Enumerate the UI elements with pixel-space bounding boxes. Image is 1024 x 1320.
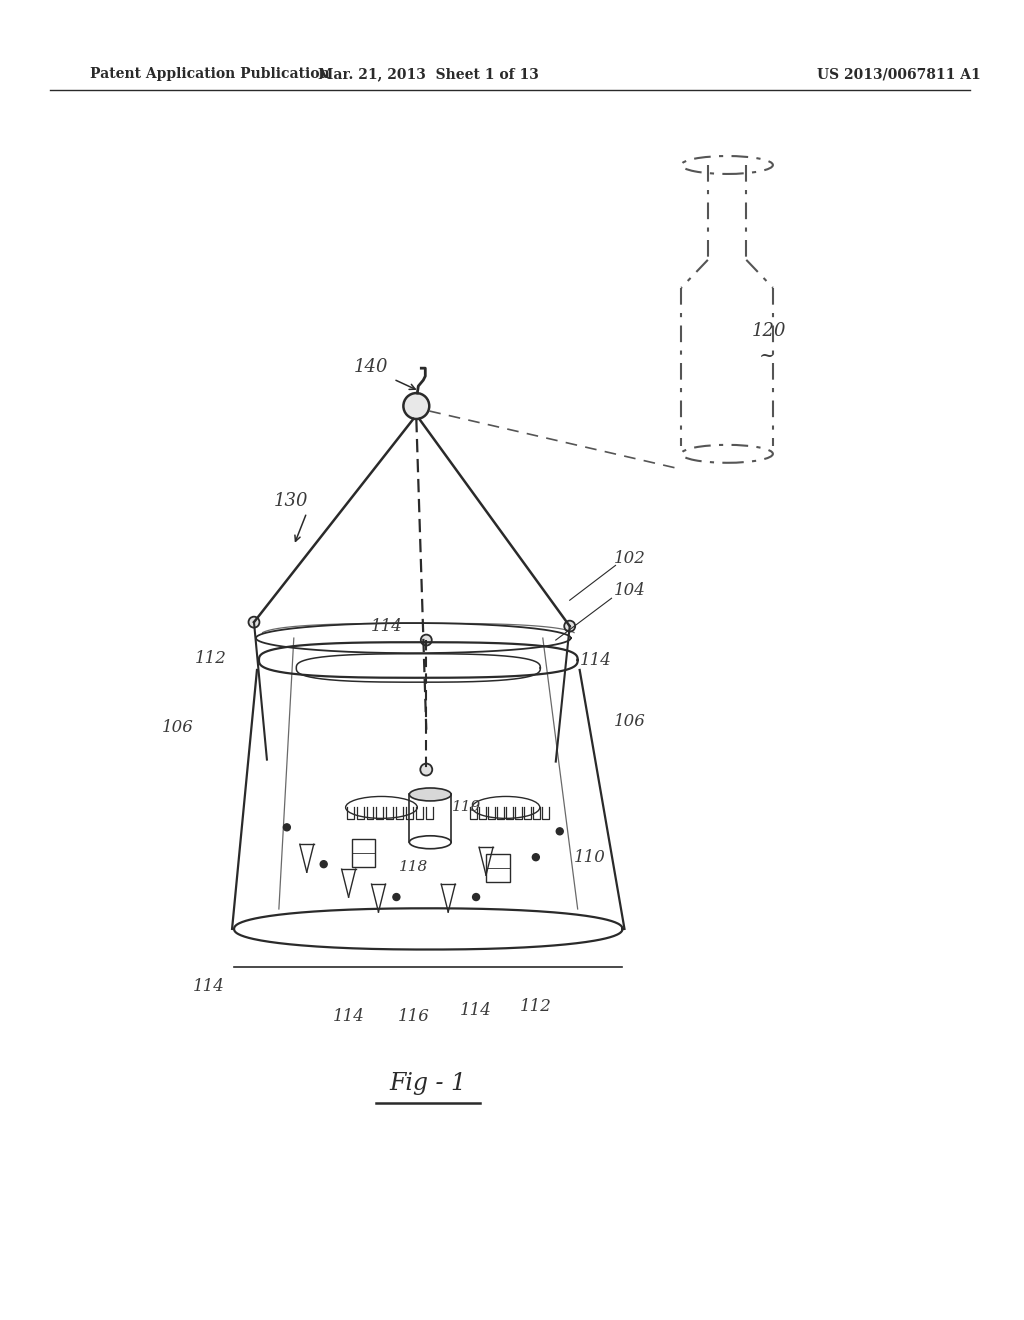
- Circle shape: [321, 861, 328, 867]
- Circle shape: [532, 854, 540, 861]
- Text: 112: 112: [520, 998, 552, 1015]
- Text: 112: 112: [196, 649, 227, 667]
- Text: 120: 120: [752, 322, 786, 341]
- Circle shape: [249, 616, 259, 627]
- Text: ~: ~: [759, 347, 775, 366]
- Text: 106: 106: [162, 719, 194, 737]
- Circle shape: [421, 635, 432, 645]
- Ellipse shape: [410, 788, 452, 801]
- Circle shape: [473, 894, 479, 900]
- Text: 114: 114: [371, 618, 402, 635]
- Text: 116: 116: [397, 1008, 429, 1026]
- Text: 110: 110: [573, 849, 605, 866]
- Text: Patent Application Publication: Patent Application Publication: [90, 67, 330, 82]
- Bar: [351, 840, 376, 867]
- Circle shape: [420, 763, 432, 776]
- Text: 140: 140: [353, 358, 388, 376]
- Text: US 2013/0067811 A1: US 2013/0067811 A1: [817, 67, 980, 82]
- Text: 114: 114: [460, 1002, 492, 1019]
- Text: 114: 114: [333, 1008, 365, 1026]
- Circle shape: [393, 894, 400, 900]
- Bar: [486, 854, 510, 882]
- Text: 114: 114: [580, 652, 611, 668]
- Circle shape: [564, 620, 575, 631]
- Text: 130: 130: [273, 491, 308, 510]
- Text: Mar. 21, 2013  Sheet 1 of 13: Mar. 21, 2013 Sheet 1 of 13: [317, 67, 539, 82]
- Text: 118: 118: [398, 861, 428, 874]
- Text: 106: 106: [613, 713, 645, 730]
- Circle shape: [556, 828, 563, 834]
- Text: 119: 119: [452, 800, 480, 814]
- Circle shape: [403, 393, 429, 418]
- Text: 114: 114: [194, 978, 225, 995]
- Circle shape: [284, 824, 291, 830]
- Text: 104: 104: [613, 582, 645, 599]
- Text: 102: 102: [613, 550, 645, 566]
- Text: Fig - 1: Fig - 1: [390, 1072, 467, 1094]
